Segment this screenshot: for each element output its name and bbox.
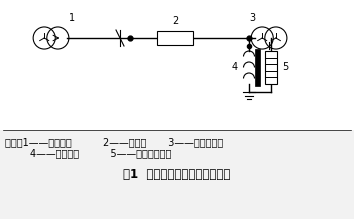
Bar [0, 0, 354, 130]
Text: 1: 1 [69, 13, 75, 23]
Text: 4——消弧线圈          5——氧化锌避雷器: 4——消弧线圈 5——氧化锌避雷器 [5, 148, 171, 158]
Text: 图中：1——主变压器          2——开关柜       3——接地变压器: 图中：1——主变压器 2——开关柜 3——接地变压器 [5, 137, 223, 147]
Bar [265, 51, 277, 84]
Text: 5: 5 [282, 62, 288, 72]
Text: 2: 2 [172, 16, 178, 26]
Bar [157, 31, 193, 45]
Text: 3: 3 [249, 13, 255, 23]
Bar [255, 49, 259, 86]
Text: 图1  接地补偿装置的原理接线图: 图1 接地补偿装置的原理接线图 [123, 168, 231, 182]
Text: 4: 4 [232, 62, 238, 72]
